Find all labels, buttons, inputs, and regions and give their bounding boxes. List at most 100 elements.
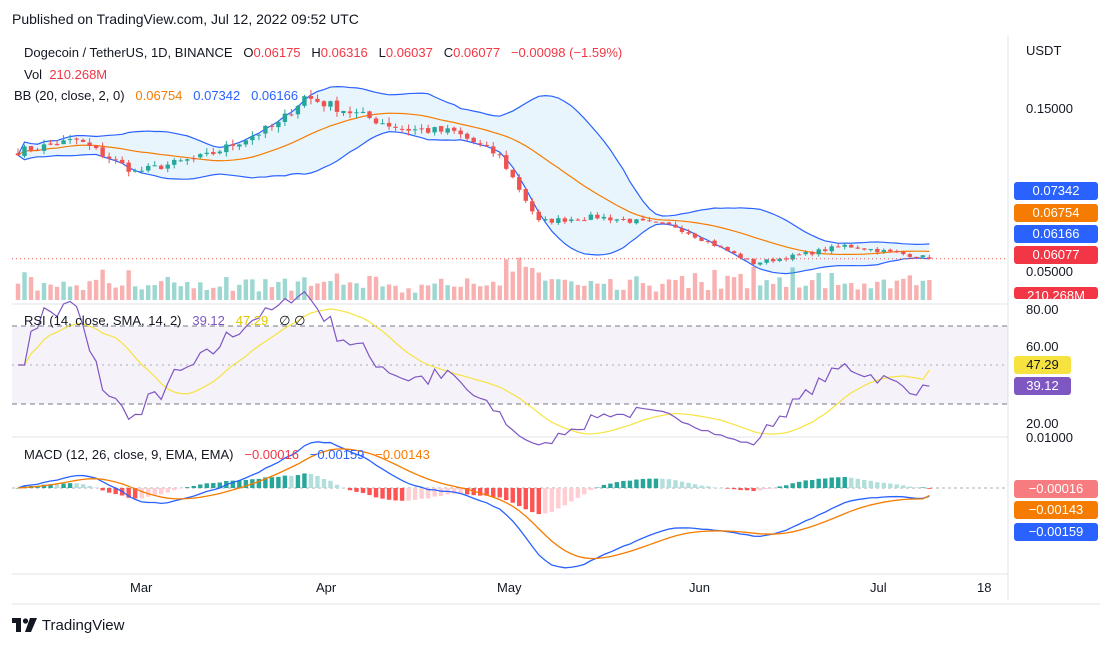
macd-histogram-bar [172, 488, 177, 491]
candle-body [796, 254, 802, 256]
candle-body [894, 250, 900, 253]
price-tick-2: 0.05000 [1026, 264, 1073, 279]
volume-bar [458, 286, 463, 300]
candle-body [601, 216, 607, 219]
candle-body [901, 251, 906, 255]
macd-histogram-bar [308, 473, 314, 488]
macd-histogram-bar [692, 484, 698, 488]
volume-bar [673, 279, 678, 300]
macd-histogram-bar [627, 480, 633, 488]
macd-histogram-bar [920, 487, 926, 488]
bb-label: BB (20, close, 2, 0) [14, 88, 125, 103]
macd-histogram-bar [849, 477, 854, 488]
macd-histogram-bar [894, 484, 900, 488]
macd-histogram-bar [347, 488, 353, 491]
macd-histogram-bar [93, 487, 99, 489]
candle-body [809, 251, 815, 255]
volume-bar [406, 288, 411, 300]
bb-basis-line [17, 112, 930, 256]
volume-bar [582, 285, 587, 300]
volume-bar [809, 280, 815, 300]
macd-histogram-bar [530, 488, 535, 513]
candle-body [230, 144, 236, 146]
candle-body [185, 159, 190, 161]
macd-histogram-bar [328, 480, 333, 488]
rsi-tick-80: 80.00 [1026, 302, 1059, 317]
macd-histogram-bar [302, 473, 307, 488]
candle-body [640, 218, 646, 221]
macd-label: MACD (12, 26, close, 9, EMA, EMA) [24, 447, 234, 462]
candle-body [302, 96, 307, 106]
volume-bar [393, 285, 398, 300]
volume-bar [87, 281, 92, 300]
macd-histogram-bar [757, 488, 763, 491]
candle-body [588, 214, 594, 220]
macd-histogram-bar [783, 485, 789, 488]
volume-bar [438, 278, 444, 300]
volume-badge: 210.268M [1014, 287, 1098, 299]
candle-body [673, 224, 678, 228]
candle-body [217, 151, 223, 154]
time-label-apr: Apr [316, 580, 337, 595]
volume-bar [445, 285, 450, 300]
time-label-may: May [497, 580, 522, 595]
candle-body [484, 144, 489, 146]
candle-body [666, 222, 672, 225]
macd-histogram-bar [634, 479, 639, 488]
bb-upper-line [17, 86, 930, 245]
macd-histogram-bar [61, 483, 66, 488]
rsi-extra: ∅ ∅ [279, 313, 306, 328]
candle-body [198, 154, 203, 158]
volume-bar [74, 285, 79, 300]
candle-body [927, 257, 932, 259]
volume-bar [829, 273, 834, 300]
volume-bar [100, 269, 105, 300]
candle-body [159, 165, 164, 170]
candle-body [569, 219, 574, 222]
macd-histogram-bar [823, 478, 828, 488]
candle-body [699, 237, 704, 242]
macd-histogram-bar [536, 488, 541, 515]
macd-histogram-bar [386, 488, 392, 500]
macd-histogram-bar [178, 488, 183, 489]
volume-bar [627, 279, 633, 300]
volume-bar [237, 284, 242, 300]
volume-bar [165, 276, 170, 300]
volume-bar [15, 283, 21, 300]
volume-bar [744, 288, 750, 300]
volume-bar [517, 257, 522, 300]
rsi-tick-60: 60.00 [1026, 339, 1059, 354]
volume-bar [269, 287, 275, 300]
candle-body [28, 146, 34, 151]
candle-body [354, 112, 359, 114]
candle-body [406, 128, 411, 131]
candle-body [543, 219, 548, 221]
candle-body [510, 169, 515, 178]
candle-body [888, 249, 893, 252]
volume-bar [145, 285, 151, 300]
macd-histogram-bar [321, 479, 327, 488]
candle-body [686, 232, 691, 234]
tradingview-logo[interactable]: TradingView [12, 617, 124, 634]
time-label-18: 18 [977, 580, 992, 595]
macd-histogram-bar [770, 488, 776, 489]
macd-histogram-bar [367, 488, 372, 496]
macd-histogram-bar [217, 482, 223, 488]
macd-histogram-bar [393, 488, 398, 501]
volume-bar [901, 278, 906, 300]
symbol-legend: Dogecoin / TetherUS, 1D, BINANCE O0.0617… [24, 45, 622, 60]
macd-histogram-bar [477, 488, 483, 496]
macd-histogram-bar [875, 482, 880, 488]
candle-body [315, 98, 320, 102]
candle-body [263, 125, 268, 134]
candle-body [712, 240, 717, 246]
macd-histogram-bar [126, 488, 131, 498]
volume-bar [22, 272, 27, 300]
candle-body [679, 228, 685, 232]
macd-histogram-bar [458, 488, 463, 494]
rsi-sma-value: 47.29 [235, 313, 269, 328]
volume-bar [731, 277, 737, 300]
volume-bar [686, 287, 691, 300]
macd-histogram-bar [660, 478, 665, 488]
